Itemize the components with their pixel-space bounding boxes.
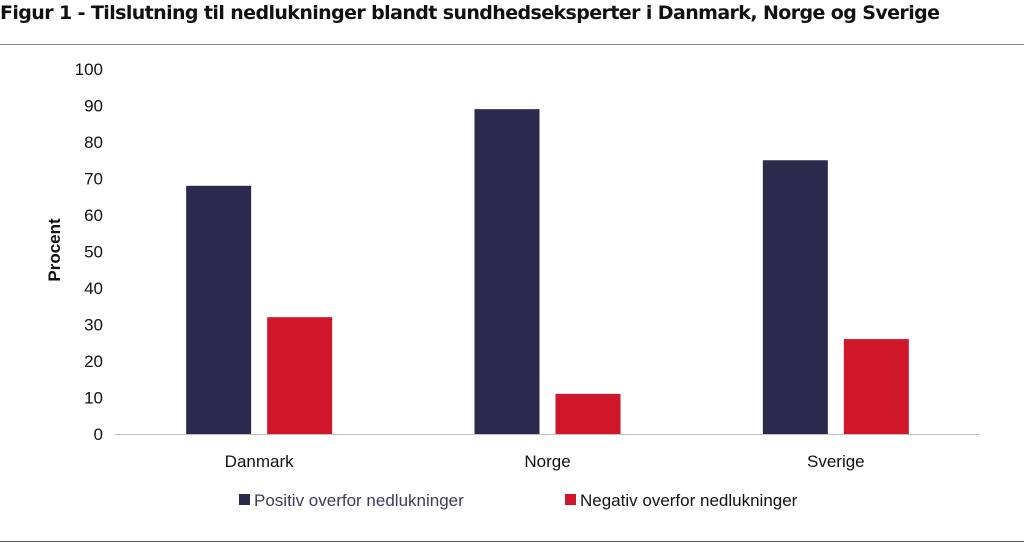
bar-norge-positiv: [474, 109, 540, 435]
y-tick-label: 60: [84, 206, 103, 225]
bar-sverige-negativ: [843, 339, 909, 434]
y-tick-label: 40: [84, 279, 103, 298]
figure-title: Figur 1 - Tilslutning til nedlukninger b…: [0, 2, 940, 24]
y-tick-label: 90: [84, 97, 103, 116]
y-tick-label: 10: [84, 389, 103, 408]
bar-norge-negativ: [555, 393, 621, 434]
bottom-divider: [0, 541, 1024, 542]
category-label: Norge: [524, 452, 570, 471]
bar-danmark-negativ: [267, 317, 333, 434]
y-axis-ticks: 0 10 20 30 40 50 60 70 80 90 100: [75, 60, 103, 444]
y-axis-label: Procent: [45, 218, 64, 282]
legend: Positiv overfor nedlukninger Negativ over…: [239, 491, 798, 510]
category-label: Danmark: [225, 452, 294, 471]
legend-label: Negativ overfor nedlukninger: [580, 491, 798, 510]
y-tick-label: 70: [84, 170, 103, 189]
category-label: Sverige: [807, 452, 865, 471]
bar-sverige-positiv: [762, 160, 828, 434]
y-tick-label: 50: [84, 243, 103, 262]
legend-swatch: [565, 494, 576, 505]
y-tick-label: 0: [94, 425, 103, 444]
y-tick-label: 100: [75, 60, 103, 79]
y-tick-label: 80: [84, 133, 103, 152]
legend-label: Positiv overfor nedlukninger: [254, 491, 464, 510]
y-tick-label: 30: [84, 316, 103, 335]
y-tick-label: 20: [84, 352, 103, 371]
category-labels: Danmark Norge Sverige: [225, 452, 865, 471]
bar-danmark-positiv: [186, 185, 252, 434]
bars: [186, 109, 909, 435]
legend-swatch: [239, 494, 250, 505]
top-divider: [0, 44, 1024, 45]
